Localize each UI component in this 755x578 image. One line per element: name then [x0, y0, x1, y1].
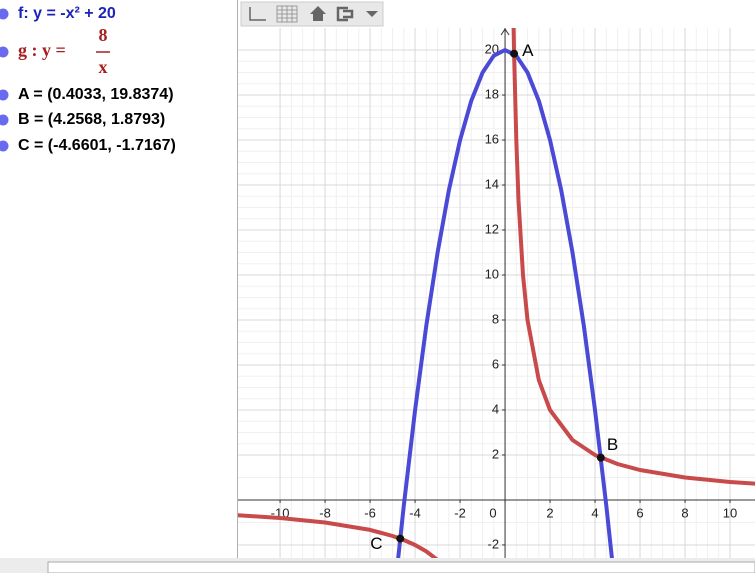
- x-tick-label: -2: [454, 505, 466, 520]
- function-curve: [396, 48, 614, 558]
- x-tick-label: 6: [636, 505, 643, 520]
- grid-toggle[interactable]: [276, 5, 298, 23]
- x-tick-label: 10: [723, 505, 737, 520]
- visibility-toggle[interactable]: [0, 140, 9, 152]
- x-tick-label: 0: [489, 505, 496, 520]
- x-tick-label: 4: [591, 505, 598, 520]
- visibility-toggle[interactable]: [0, 114, 9, 126]
- algebra-item: f: y = -x² + 20: [18, 5, 116, 22]
- point-label: A: [522, 41, 534, 60]
- algebra-list: f: y = -x² + 20 g : y = 8 x A = (0.4033, 19.…: [0, 5, 176, 154]
- function-curve: [238, 28, 755, 558]
- numerator: 8: [99, 25, 108, 45]
- point[interactable]: [396, 534, 405, 543]
- y-tick-label: 14: [485, 176, 499, 191]
- point-label: B: [607, 435, 618, 454]
- algebra-item: C = (-4.6601, -1.7167): [18, 137, 176, 154]
- point[interactable]: [596, 453, 605, 462]
- axes-toggle[interactable]: [249, 7, 266, 21]
- input-field[interactable]: [47, 561, 755, 574]
- x-tick-label: -4: [409, 505, 421, 520]
- y-tick-label: 10: [485, 266, 499, 281]
- y-tick-label: 12: [485, 221, 499, 236]
- algebra-view: [0, 0, 237, 558]
- y-tick-label: 4: [492, 401, 499, 416]
- x-tick-label: -6: [364, 505, 376, 520]
- y-tick-label: 2: [492, 446, 499, 461]
- point[interactable]: [510, 49, 519, 58]
- algebra-item: g : y =: [18, 40, 66, 60]
- point-label: C: [370, 534, 382, 553]
- home-button[interactable]: [310, 6, 326, 21]
- algebra-item: B = (4.2568, 1.8793): [18, 111, 165, 128]
- visibility-toggle[interactable]: [0, 8, 9, 20]
- y-tick-label: 8: [492, 311, 499, 326]
- style-button[interactable]: [336, 6, 354, 22]
- denominator: x: [99, 57, 108, 77]
- y-tick-label: 6: [492, 356, 499, 371]
- x-tick-label: 8: [681, 505, 688, 520]
- algebra-item: A = (0.4033, 19.8374): [18, 86, 174, 103]
- x-tick-label: 2: [546, 505, 553, 520]
- y-tick-label: 18: [485, 86, 499, 101]
- x-tick-label: -8: [319, 505, 331, 520]
- visibility-toggle[interactable]: [0, 89, 9, 101]
- toolbar: [238, 0, 755, 28]
- axis-arrow: [500, 28, 510, 36]
- dropdown[interactable]: [366, 11, 378, 17]
- y-tick-label: -2: [487, 536, 499, 551]
- visibility-toggle[interactable]: [0, 46, 9, 58]
- y-tick-label: 16: [485, 131, 499, 146]
